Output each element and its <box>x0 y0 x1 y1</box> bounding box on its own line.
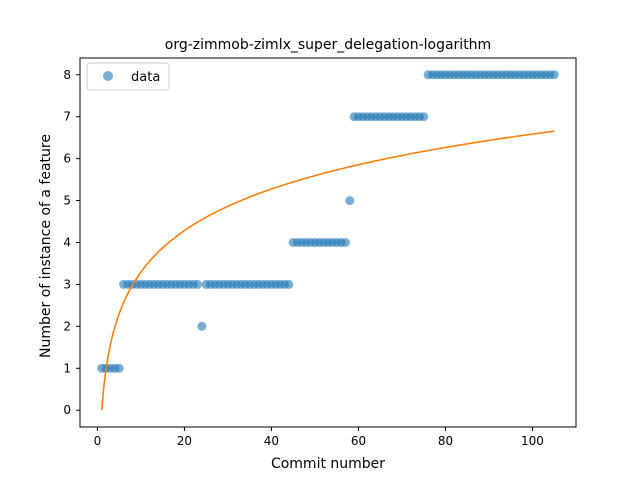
chart-title: org-zimmob-zimlx_super_delegation-logari… <box>165 37 491 53</box>
y-tick-label: 8 <box>63 68 71 82</box>
y-tick-label: 1 <box>63 361 71 375</box>
data-point <box>345 196 355 206</box>
x-axis-label: Commit number <box>271 456 385 472</box>
plot-area <box>79 57 577 428</box>
x-tick-label: 60 <box>351 434 366 448</box>
y-tick-label: 7 <box>63 110 71 124</box>
y-tick-label: 6 <box>63 152 71 166</box>
legend: data <box>86 62 170 91</box>
legend-marker <box>103 71 113 81</box>
data-point <box>114 363 124 373</box>
y-tick-label: 5 <box>63 194 71 208</box>
data-point <box>284 279 294 289</box>
x-tick-label: 20 <box>177 434 192 448</box>
fit-line <box>100 130 555 411</box>
data-point <box>549 70 559 80</box>
data-point <box>419 112 429 122</box>
data-point <box>192 279 202 289</box>
x-tick-label: 80 <box>438 434 453 448</box>
x-tick-label: 100 <box>521 434 544 448</box>
legend-label: data <box>131 70 160 85</box>
data-point <box>340 238 350 247</box>
data-point <box>197 321 207 331</box>
axis-ticks: 0 20 40 60 80 100 0 1 2 3 4 5 6 7 8 <box>63 68 544 448</box>
x-tick-label: 0 <box>94 434 102 448</box>
y-axis-label: Number of instance of a feature <box>38 134 54 358</box>
y-tick-label: 3 <box>63 277 71 291</box>
y-tick-label: 2 <box>63 319 71 333</box>
y-tick-label: 4 <box>63 236 71 250</box>
x-tick-label: 40 <box>264 434 279 448</box>
y-tick-label: 0 <box>63 403 71 417</box>
legend-box <box>86 62 170 91</box>
